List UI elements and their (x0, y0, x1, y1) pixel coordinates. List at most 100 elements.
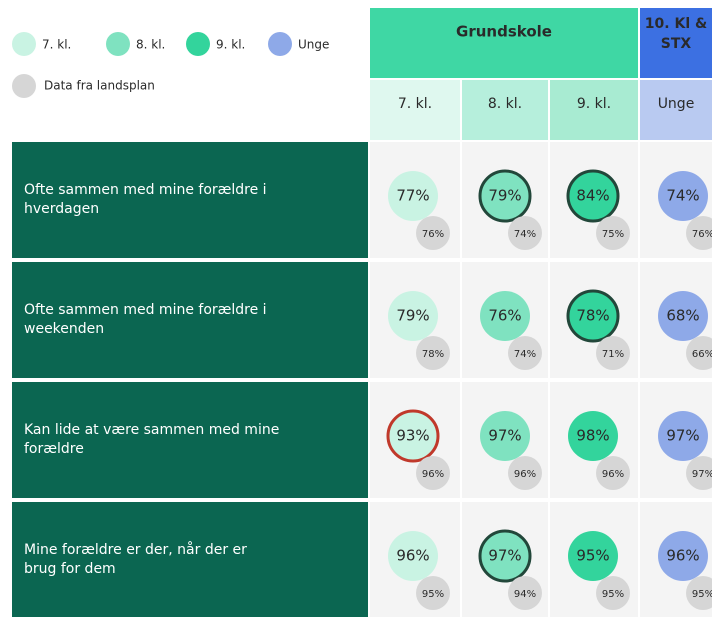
value-label: 84% (576, 187, 609, 205)
legend-label: Unge (298, 38, 329, 52)
value-label: 79% (396, 307, 429, 325)
value-bubble (478, 169, 532, 223)
legend-swatch (12, 32, 36, 56)
column-label: 8. kl. (488, 96, 522, 112)
national-bubble (596, 456, 630, 490)
group-header (370, 8, 638, 78)
row-label-cell (12, 142, 368, 258)
national-label: 94% (514, 589, 536, 600)
national-label: 75% (602, 229, 624, 240)
value-bubble (478, 529, 532, 583)
row-label-line: weekenden (24, 321, 104, 337)
value-label: 74% (666, 187, 699, 205)
legend-swatch (268, 32, 292, 56)
national-label: 95% (692, 589, 712, 600)
value-bubble (388, 531, 438, 581)
column-header (462, 80, 548, 140)
value-bubble (480, 291, 530, 341)
column-label: 9. kl. (577, 96, 611, 112)
national-bubble (596, 216, 630, 250)
group-header (640, 8, 712, 78)
legend-label: 8. kl. (136, 38, 165, 52)
value-bubble (658, 411, 708, 461)
national-label: 78% (422, 349, 444, 360)
row-label-line: Ofte sammen med mine forældre i (24, 302, 267, 318)
value-bubble (658, 171, 708, 221)
value-bubble (658, 531, 708, 581)
national-bubble (508, 456, 542, 490)
value-label: 96% (396, 547, 429, 565)
value-bubble (480, 411, 530, 461)
column-label: 7. kl. (398, 96, 432, 112)
value-label: 97% (488, 547, 521, 565)
national-label: 74% (514, 229, 536, 240)
column-header (550, 80, 638, 140)
value-label: 96% (666, 547, 699, 565)
national-label: 96% (422, 469, 444, 480)
value-bubble (568, 411, 618, 461)
row-label-line: forældre (24, 441, 84, 457)
national-label: 71% (602, 349, 624, 360)
group-label: Grundskole (456, 23, 552, 41)
value-bubble (568, 531, 618, 581)
national-bubble (596, 576, 630, 610)
value-label: 76% (488, 307, 521, 325)
national-bubble (416, 216, 450, 250)
national-bubble (416, 576, 450, 610)
legend-swatch (106, 32, 130, 56)
national-label: 74% (514, 349, 536, 360)
national-label: 76% (422, 229, 444, 240)
column-header (370, 80, 460, 140)
row-label-line: Mine forældre er der, når der er (24, 541, 247, 558)
row-label-line: brug for dem (24, 561, 116, 577)
legend-swatch (12, 74, 36, 98)
value-label: 68% (666, 307, 699, 325)
row-label-cell (12, 502, 368, 617)
column-label: Unge (658, 96, 695, 112)
legend-label: 9. kl. (216, 38, 245, 52)
row-label-line: Ofte sammen med mine forældre i (24, 182, 267, 198)
legend-swatch (186, 32, 210, 56)
national-label: 97% (692, 469, 712, 480)
value-label: 98% (576, 427, 609, 445)
value-label: 95% (576, 547, 609, 565)
national-bubble (416, 456, 450, 490)
group-label: 10. Kl & STX (645, 16, 707, 52)
national-bubble (686, 216, 712, 250)
value-bubble (388, 291, 438, 341)
legend-label: Data fra landsplan (44, 79, 155, 93)
row-label: Kan lide at være sammen med mine forældre (24, 422, 279, 457)
group-label-line: 10. Kl & (645, 16, 707, 32)
row-label: Ofte sammen med mine forældre i hverdagen (24, 182, 267, 217)
national-label: 96% (602, 469, 624, 480)
national-bubble (508, 576, 542, 610)
value-label: 79% (488, 187, 521, 205)
national-label: 76% (692, 229, 712, 240)
row-label-cell (12, 382, 368, 498)
national-bubble (686, 576, 712, 610)
national-bubble (686, 336, 712, 370)
national-label: 95% (422, 589, 444, 600)
value-bubble (658, 291, 708, 341)
group-label-line: STX (661, 36, 692, 52)
row-label-line: hverdagen (24, 201, 99, 217)
legend-label: 7. kl. (42, 38, 71, 52)
national-label: 96% (514, 469, 536, 480)
value-label: 97% (488, 427, 521, 445)
value-bubble (566, 289, 620, 343)
row-label-cell (12, 262, 368, 378)
national-label: 66% (692, 349, 712, 360)
national-bubble (596, 336, 630, 370)
value-bubble (566, 169, 620, 223)
row-label: Ofte sammen med mine forældre i weekenden (24, 302, 267, 337)
value-label: 77% (396, 187, 429, 205)
national-label: 95% (602, 589, 624, 600)
value-bubble (388, 171, 438, 221)
column-header (640, 80, 712, 140)
value-bubble (386, 409, 440, 463)
national-bubble (508, 216, 542, 250)
value-label: 78% (576, 307, 609, 325)
value-label: 93% (396, 427, 429, 445)
row-label: Mine forældre er der, når der er brug for… (24, 541, 247, 577)
